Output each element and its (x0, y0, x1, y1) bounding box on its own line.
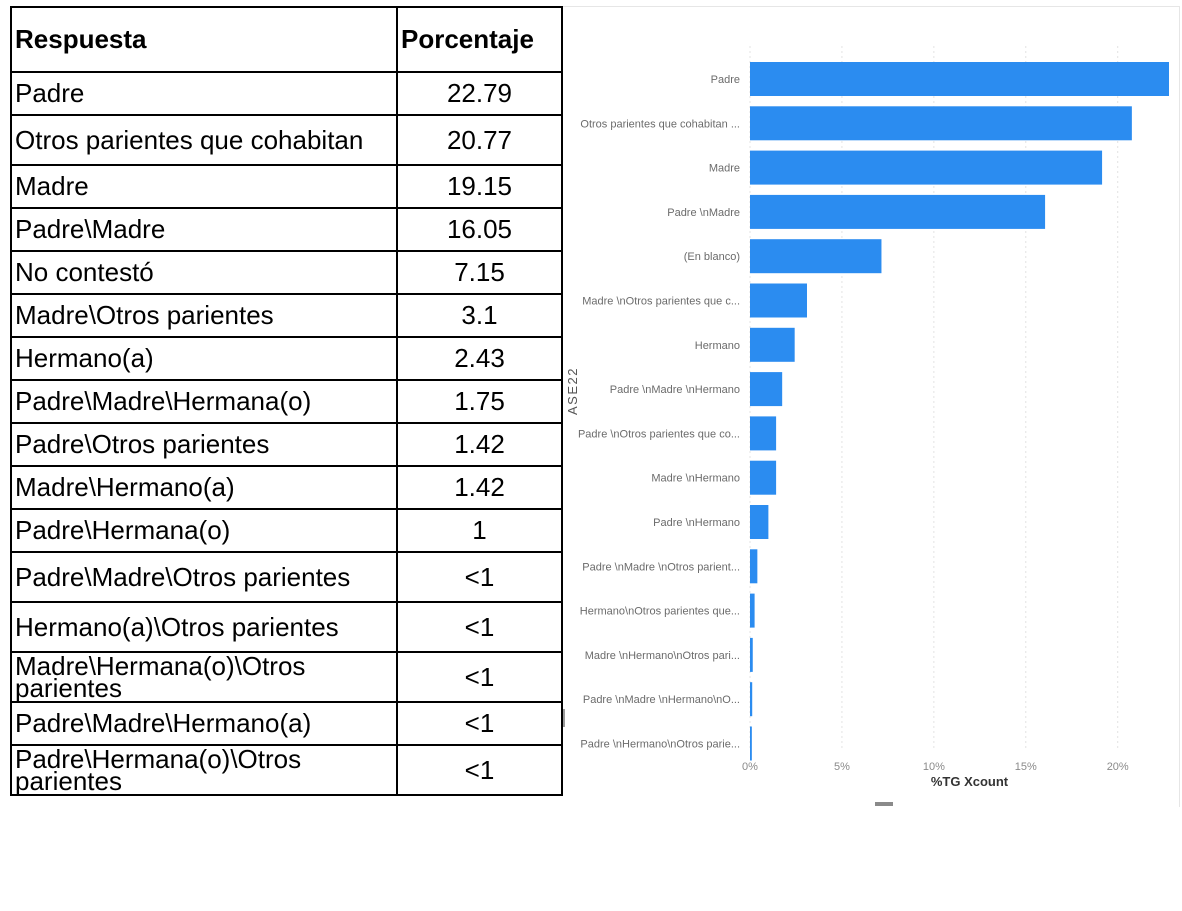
bar (750, 283, 807, 318)
cell-respuesta: Madre\Hermana(o)\Otros parientes (10, 651, 398, 703)
bar (750, 62, 1169, 96)
cell-porcentaje: <1 (396, 551, 563, 603)
table-row: Padre\Madre 16.05 (10, 207, 563, 252)
y-category-label: Madre \nOtros parientes que c... (582, 296, 740, 308)
bar (750, 239, 882, 274)
y-category-label: Madre (709, 163, 740, 175)
y-category-label: (En blanco) (684, 251, 740, 263)
cell-porcentaje: 2.43 (396, 336, 563, 381)
table-row: Padre\Madre\Otros parientes <1 (10, 551, 563, 603)
cell-porcentaje: 1.75 (396, 379, 563, 424)
cell-respuesta: Madre\Otros parientes (10, 293, 398, 338)
cell-porcentaje: 16.05 (396, 207, 563, 252)
y-category-label: Madre \nHermano (651, 473, 740, 485)
bar (750, 726, 752, 761)
response-table-container: Respuesta Porcentaje Padre 22.79 Otros par… (10, 6, 563, 796)
bar (750, 372, 783, 407)
cell-respuesta: Padre\Hermana(o)\Otros parientes (10, 744, 398, 796)
cell-respuesta: Madre\Hermano(a) (10, 465, 398, 510)
bar (750, 505, 769, 539)
bar (750, 460, 777, 495)
y-axis-title: ASE22 (565, 367, 580, 415)
bar (750, 150, 1103, 185)
table-row: No contestó 7.15 (10, 250, 563, 295)
table-row: Madre\Hermana(o)\Otros parientes <1 (10, 651, 563, 703)
header-respuesta: Respuesta (10, 6, 398, 73)
cell-respuesta: Padre (10, 71, 398, 116)
cell-respuesta: Hermano(a)\Otros parientes (10, 601, 398, 653)
x-axis-title: %TG Xcount (931, 774, 1009, 789)
table-row: Padre\Madre\Hermana(o) 1.75 (10, 379, 563, 424)
table-row: Madre\Hermano(a) 1.42 (10, 465, 563, 510)
cell-respuesta: Otros parientes que cohabitan (10, 114, 398, 166)
cell-respuesta: Padre\Madre\Hermana(o) (10, 379, 398, 424)
bar (750, 549, 758, 584)
table-body: Padre 22.79 Otros parientes que cohabitan 2… (10, 71, 563, 796)
table-row: Hermano(a)\Otros parientes <1 (10, 601, 563, 653)
bar-chart: 0% 5% 10% 15% 20% Padre Otros parientes que co… (563, 46, 1169, 806)
scroll-marker-left (563, 709, 565, 727)
cell-respuesta: Padre\Otros parientes (10, 422, 398, 467)
y-category-label: Padre \nMadre \nHermano (610, 384, 740, 396)
cell-porcentaje: 1.42 (396, 465, 563, 510)
bar (750, 682, 753, 717)
cell-porcentaje: 3.1 (396, 293, 563, 338)
y-category-label: Padre \nMadre \nHermano\nO... (583, 694, 740, 706)
bar-chart-panel: 0% 5% 10% 15% 20% Padre Otros parientes que co… (563, 6, 1180, 807)
y-category-label: Otros parientes que cohabitan ... (580, 118, 740, 130)
x-tick-label: 15% (1015, 761, 1037, 773)
table-row: Madre\Otros parientes 3.1 (10, 293, 563, 338)
cell-respuesta: Padre\Madre\Hermano(a) (10, 701, 398, 746)
cell-porcentaje: <1 (396, 651, 563, 703)
scroll-marker-bottom (875, 802, 893, 806)
cell-porcentaje: 1 (396, 508, 563, 553)
table-row: Padre\Hermana(o)\Otros parientes <1 (10, 744, 563, 796)
bar (750, 637, 753, 672)
y-category-label: Padre \nOtros parientes que co... (578, 428, 740, 440)
cell-porcentaje: 1.42 (396, 422, 563, 467)
cell-respuesta: Hermano(a) (10, 336, 398, 381)
chart-frame-top (563, 6, 1180, 7)
y-category-label: Padre \nHermano (653, 517, 740, 529)
cell-respuesta: Madre (10, 164, 398, 209)
bar (750, 106, 1132, 141)
response-table: Respuesta Porcentaje Padre 22.79 Otros par… (10, 6, 563, 796)
cell-respuesta: No contestó (10, 250, 398, 295)
bar (750, 194, 1046, 229)
y-category-label: Padre \nMadre (667, 207, 740, 219)
table-row: Otros parientes que cohabitan 20.77 (10, 114, 563, 166)
bar (750, 593, 755, 628)
y-category-label: Padre \nMadre \nOtros parient... (582, 561, 740, 573)
cell-porcentaje: 19.15 (396, 164, 563, 209)
bar (750, 327, 795, 362)
cell-respuesta: Padre\Madre (10, 207, 398, 252)
y-category-label: Hermano\nOtros parientes que... (580, 606, 740, 618)
x-tick-label: 20% (1107, 761, 1129, 773)
cell-porcentaje: 20.77 (396, 114, 563, 166)
y-category-label: Padre (711, 74, 740, 86)
bar (750, 416, 777, 451)
y-category-label: Padre \nHermano\nOtros parie... (580, 739, 740, 751)
table-header-row: Respuesta Porcentaje (10, 6, 563, 73)
table-row: Padre\Otros parientes 1.42 (10, 422, 563, 467)
table-row: Padre 22.79 (10, 71, 563, 116)
x-tick-label: 0% (742, 761, 758, 773)
header-porcentaje: Porcentaje (396, 6, 563, 73)
x-tick-label: 10% (923, 761, 945, 773)
table-row: Padre\Hermana(o) 1 (10, 508, 563, 553)
cell-porcentaje: <1 (396, 744, 563, 796)
table-row: Madre 19.15 (10, 164, 563, 209)
chart-frame-right (1179, 6, 1180, 807)
cell-porcentaje: 7.15 (396, 250, 563, 295)
table-row: Hermano(a) 2.43 (10, 336, 563, 381)
table-row: Padre\Madre\Hermano(a) <1 (10, 701, 563, 746)
cell-porcentaje: <1 (396, 601, 563, 653)
y-category-label: Hermano (695, 340, 740, 352)
x-tick-label: 5% (834, 761, 850, 773)
cell-respuesta: Padre\Hermana(o) (10, 508, 398, 553)
cell-porcentaje: <1 (396, 701, 563, 746)
y-category-label: Madre \nHermano\nOtros pari... (585, 650, 740, 662)
cell-porcentaje: 22.79 (396, 71, 563, 116)
cell-respuesta: Padre\Madre\Otros parientes (10, 551, 398, 603)
